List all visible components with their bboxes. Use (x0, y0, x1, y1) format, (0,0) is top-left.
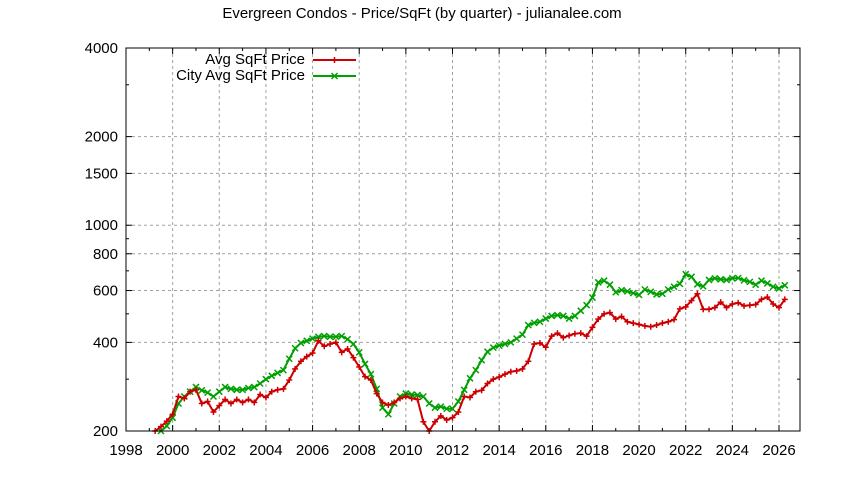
x-tick-label: 2004 (249, 442, 282, 459)
x-tick-label: 2006 (296, 442, 329, 459)
plot-frame (125, 47, 801, 432)
data-series (152, 270, 789, 435)
y-tick-label: 1500 (85, 165, 118, 182)
chart-title: Evergreen Condos - Price/SqFt (by quarte… (222, 5, 621, 22)
series-avg-sqft-price (152, 290, 788, 434)
x-tick-label: 2002 (203, 442, 236, 459)
x-tick-label: 2018 (576, 442, 609, 459)
series-city-avg-sqft-price (157, 270, 789, 435)
x-tick-label: 2014 (482, 442, 515, 459)
cross-marker-icon (330, 72, 339, 80)
y-tick-label: 1000 (85, 217, 118, 234)
axes: 1998 2000 2002 2004 2006 2008 2010 2012 2014 2016… (85, 40, 800, 459)
legend-label-city-avg-sqft-price: City Avg SqFt Price (176, 67, 305, 84)
x-tick-label: 1998 (109, 442, 142, 459)
x-tick-label: 2016 (529, 442, 562, 459)
legend-item-avg-sqft-price: Avg SqFt Price (205, 51, 356, 68)
x-tick-label: 2000 (156, 442, 189, 459)
y-tick-label: 400 (93, 334, 118, 351)
legend-item-city-avg-sqft-price: City Avg SqFt Price (176, 67, 356, 84)
x-tick-label: 2026 (762, 442, 795, 459)
x-tick-label: 2008 (343, 442, 376, 459)
x-tick-label: 2022 (669, 442, 702, 459)
y-tick-label: 800 (93, 246, 118, 263)
gridlines (126, 48, 800, 431)
y-tick-label: 600 (93, 283, 118, 300)
y-tick-label: 200 (93, 423, 118, 440)
x-tick-label: 2020 (622, 442, 655, 459)
legend-label-avg-sqft-price: Avg SqFt Price (205, 51, 305, 68)
y-tick-label: 4000 (85, 40, 118, 57)
legend: Avg SqFt Price City Avg SqFt Price (176, 51, 356, 84)
x-tick-label: 2024 (716, 442, 749, 459)
x-tick-label: 2010 (389, 442, 422, 459)
x-tick-label: 2012 (436, 442, 469, 459)
y-tick-label: 2000 (85, 129, 118, 146)
plus-marker-icon (331, 57, 338, 63)
